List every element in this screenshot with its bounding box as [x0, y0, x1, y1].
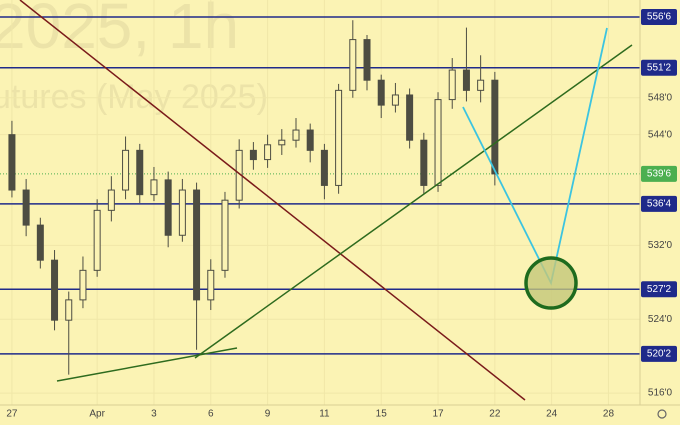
- trend-line: [19, 0, 526, 401]
- watermark: 2025, 1h: [0, 0, 239, 62]
- level-badge: [641, 345, 677, 362]
- level-badge: [641, 195, 677, 212]
- x-tick-label: 28: [603, 409, 615, 420]
- candle-body: [150, 179, 158, 196]
- candle-body: [164, 179, 172, 236]
- candle-body: [349, 39, 357, 91]
- candle-body: [79, 269, 87, 301]
- candle-body: [264, 144, 272, 161]
- level-label: 556'6: [647, 12, 672, 23]
- level-label: 536'4: [647, 199, 672, 210]
- candle-body: [221, 199, 229, 271]
- candle-body: [8, 134, 16, 191]
- candle-body: [36, 224, 44, 261]
- candle-body: [406, 94, 414, 141]
- candle-body: [136, 149, 144, 196]
- candle-body: [122, 149, 130, 191]
- candle-body: [278, 139, 286, 146]
- x-tick-label: 24: [546, 409, 558, 420]
- candle-body: [363, 39, 371, 81]
- x-tick-label: 9: [265, 409, 271, 420]
- candle-body: [477, 79, 485, 91]
- candle-body: [107, 189, 115, 211]
- x-tick-label: 27: [6, 409, 18, 420]
- trend-line: [194, 44, 633, 359]
- candle-body: [448, 69, 456, 101]
- candle-body: [420, 139, 428, 186]
- level-label: 520'2: [647, 349, 672, 360]
- candle-body: [51, 259, 59, 321]
- candle-body: [434, 99, 442, 186]
- candle-body: [249, 149, 257, 161]
- candle-body: [391, 94, 399, 106]
- x-tick-label: Apr: [89, 409, 105, 420]
- x-tick-label: 11: [319, 409, 330, 420]
- candle-body: [22, 189, 30, 226]
- candle-body: [193, 189, 201, 301]
- candle-body: [178, 189, 186, 236]
- candle-body: [320, 149, 328, 186]
- y-tick-label: 524'0: [648, 314, 673, 325]
- level-badge: [641, 281, 677, 298]
- candle-body: [306, 129, 314, 151]
- y-tick-label: 516'0: [648, 388, 673, 399]
- candle-body: [491, 79, 499, 175]
- y-tick-label: 532'0: [648, 240, 673, 251]
- drawings: [19, 0, 633, 401]
- x-tick-label: 3: [151, 409, 157, 420]
- level-label: 527'2: [647, 284, 672, 295]
- candle-body: [93, 209, 101, 271]
- trend-line: [56, 347, 238, 382]
- level-badge: [641, 59, 677, 76]
- target-circle: [524, 256, 578, 310]
- candle-body: [65, 299, 73, 321]
- x-tick-label: 6: [208, 409, 214, 420]
- candle-body: [292, 129, 300, 141]
- y-tick-label: 548'0: [648, 92, 673, 103]
- y-tick-label: 544'0: [648, 129, 673, 140]
- level-label: 551'2: [647, 62, 672, 73]
- candle-body: [207, 269, 215, 301]
- last-price-label: 539'6: [647, 169, 672, 180]
- last-price-badge: [641, 165, 677, 182]
- watermark: utures (May 2025): [0, 78, 268, 116]
- candle-body: [462, 69, 470, 91]
- candle-body: [377, 79, 385, 106]
- settings-icon[interactable]: [657, 409, 667, 419]
- candle-body: [335, 89, 343, 186]
- level-badge: [641, 8, 677, 25]
- x-tick-label: 22: [489, 409, 501, 420]
- x-tick-label: 15: [376, 409, 388, 420]
- x-tick-label: 17: [432, 409, 444, 420]
